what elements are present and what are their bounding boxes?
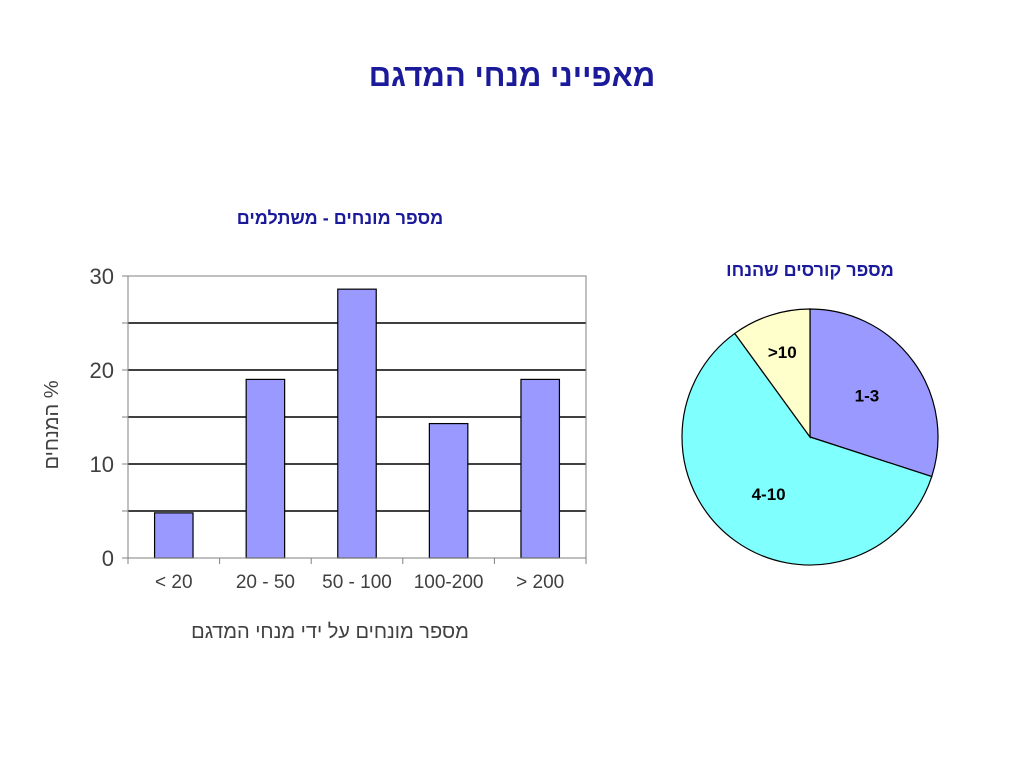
pie-slice-label: 4-10 [752,485,786,504]
y-tick-label: 10 [90,452,114,477]
x-tick-label: 50 - 100 [322,572,392,593]
bar [337,288,377,559]
bar-chart-title: מספר מונחים - משתלמים [236,208,444,228]
y-tick-label: 20 [90,358,114,383]
x-tick-label: 20 - 50 [236,572,295,593]
bar [153,512,194,559]
pie-chart: 1-3 4-10 >10 [681,308,939,566]
x-tick-label: > 200 [516,572,564,593]
y-tick-label: 0 [102,546,114,571]
x-axis-label: מספר מונחים על ידי מנחי המדגם [191,621,469,643]
pie-slice [681,332,933,566]
bar [428,422,469,559]
bar [245,378,286,559]
y-tick-label: 30 [90,264,114,289]
bar [520,378,561,559]
pie-slice-label: >10 [768,343,797,362]
x-tick-label: < 20 [155,572,193,593]
pie-slice-label: 1-3 [855,387,880,406]
slide-title: מאפייני מנחי המדגם [368,58,656,93]
pie-slice [733,308,811,439]
pie-slice [809,308,939,478]
pie-chart-title: מספר קורסים שהנחו [726,260,894,280]
y-axis-label: % המנחים [41,380,63,469]
bar-chart: 0 10 20 30 < 20 20 - 50 50 - 100 100-200 > 200 מ… [41,264,587,643]
x-tick-label: 100-200 [414,572,484,593]
